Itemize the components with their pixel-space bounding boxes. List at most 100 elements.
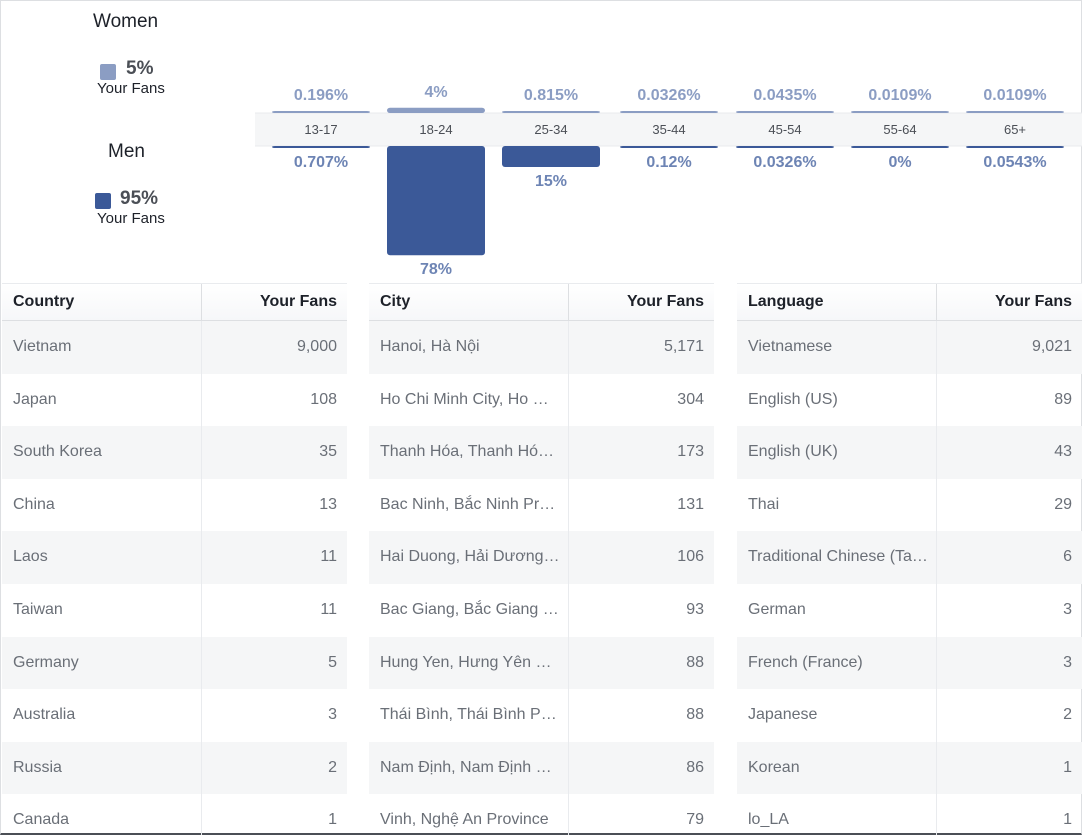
table-row[interactable]: Ho Chi Minh City, Ho C… 304 [369,373,714,427]
table-row[interactable]: Taiwan 11 [2,583,347,637]
men-value-label: 0.12% [646,154,691,171]
row-fans-count: 88 [686,706,704,724]
table-row[interactable]: English (UK) 43 [737,426,1082,479]
row-fans-count: 35 [319,443,337,461]
row-label: Thanh Hóa, Thanh Hó… [369,426,569,479]
row-fans-count: 11 [320,548,337,566]
table-row[interactable]: South Korea 35 [2,426,347,479]
women-percent: 5% [126,58,154,79]
row-label: Nam Định, Nam Định P… [369,741,569,795]
row-fans-count: 43 [1054,443,1072,461]
row-label: Japanese [737,689,937,742]
fans-column-header[interactable]: Your Fans [626,293,704,310]
row-fans-count: 1 [1063,811,1072,829]
row-label: English (US) [737,373,937,427]
women-bar [620,111,718,113]
row-fans-count: 106 [677,548,704,566]
table-row[interactable]: Russia 2 [2,741,347,795]
table-row[interactable]: Vietnamese 9,021 [737,321,1082,374]
table-row[interactable]: lo_LA 1 [737,794,1082,835]
row-fans-count: 11 [320,600,337,618]
table-row[interactable]: German 3 [737,583,1082,637]
table-row[interactable]: Australia 3 [2,689,347,742]
row-label: Thai [737,478,937,532]
table-row[interactable]: Hai Duong, Hải Dương… 106 [369,531,714,584]
language-column-header[interactable]: Language [737,284,937,320]
row-fans-count: 5,171 [663,338,704,355]
city-column-header[interactable]: City [369,284,569,320]
table-row[interactable]: Bac Giang, Bắc Giang … 93 [369,583,714,637]
table-row[interactable]: Japanese 2 [737,689,1082,742]
table-header: Language Your Fans [737,283,1082,321]
table-row[interactable]: China 13 [2,478,347,532]
men-value-label: 0% [888,154,911,171]
row-label: Japan [2,373,202,427]
row-label: Hung Yen, Hưng Yên P… [369,636,569,690]
age-category-label: 65+ [1004,122,1026,137]
row-fans-count: 88 [686,653,704,671]
row-fans-count: 5 [328,653,337,671]
row-fans-count: 108 [310,390,337,408]
women-subtitle: Your Fans [97,80,165,97]
table-row[interactable]: French (France) 3 [737,636,1082,690]
men-bar [272,146,370,148]
women-swatch [100,64,116,80]
row-label: Taiwan [2,583,202,637]
row-fans-count: 9,000 [296,338,337,355]
fans-column-header[interactable]: Your Fans [259,293,337,310]
women-value-label: 0.0435% [753,87,816,104]
table-row[interactable]: Vietnam 9,000 [2,321,347,374]
table-row[interactable]: Bac Ninh, Bắc Ninh Pr… 131 [369,478,714,532]
men-subtitle: Your Fans [97,210,165,227]
row-fans-count: 3 [328,706,337,724]
table-row[interactable]: Thai 29 [737,478,1082,532]
men-value-label: 0.0543% [983,154,1046,171]
country-table: Country Your Fans Vietnam 9,000 Japan 108 So… [2,283,347,835]
men-value-label: 15% [535,173,567,190]
row-label: Vietnam [2,321,202,374]
men-percent: 95% [120,188,159,209]
row-label: German [737,583,937,637]
table-row[interactable]: Thanh Hóa, Thanh Hó… 173 [369,426,714,479]
women-bar [966,111,1064,113]
row-label: Hanoi, Hà Nội [369,321,569,374]
women-value-label: 0.0109% [983,87,1046,104]
women-value-label: 0.0109% [868,87,931,104]
row-fans-count: 2 [1063,706,1072,724]
country-column-header[interactable]: Country [2,284,202,320]
fans-column-header[interactable]: Your Fans [994,293,1072,310]
women-value-label: 4% [424,84,447,101]
men-value-label: 78% [420,261,452,278]
table-row[interactable]: Canada 1 [2,794,347,835]
row-fans-count: 1 [1063,758,1072,776]
table-row[interactable]: Germany 5 [2,636,347,690]
men-bar [502,146,600,167]
age-category-label: 35-44 [652,122,685,137]
table-row[interactable]: Nam Định, Nam Định P… 86 [369,741,714,795]
row-label: Vietnamese [737,321,937,374]
language-table: Language Your Fans Vietnamese 9,021 Englis… [737,283,1082,835]
row-fans-count: 6 [1063,548,1072,566]
row-fans-count: 1 [328,811,337,829]
table-row[interactable]: Thái Bình, Thái Bình Pr… 88 [369,689,714,742]
table-row[interactable]: Vinh, Nghệ An Province 79 [369,794,714,835]
table-row[interactable]: Laos 11 [2,531,347,584]
row-fans-count: 173 [677,443,704,461]
row-label: Canada [2,794,202,835]
table-row[interactable]: Hanoi, Hà Nội 5,171 [369,321,714,374]
row-label: Ho Chi Minh City, Ho C… [369,373,569,427]
table-row[interactable]: Hung Yen, Hưng Yên P… 88 [369,636,714,690]
table-row[interactable]: English (US) 89 [737,373,1082,427]
row-label: Australia [2,689,202,742]
row-label: Korean [737,741,937,795]
men-bar [851,146,949,148]
row-label: English (UK) [737,426,937,479]
men-bar [736,146,834,148]
row-fans-count: 79 [686,811,704,829]
age-axis-band [255,113,1082,146]
men-bar [387,146,485,256]
age-category-label: 18-24 [419,122,452,137]
table-row[interactable]: Japan 108 [2,373,347,427]
table-row[interactable]: Korean 1 [737,741,1082,795]
table-row[interactable]: Traditional Chinese (Ta… 6 [737,531,1082,584]
